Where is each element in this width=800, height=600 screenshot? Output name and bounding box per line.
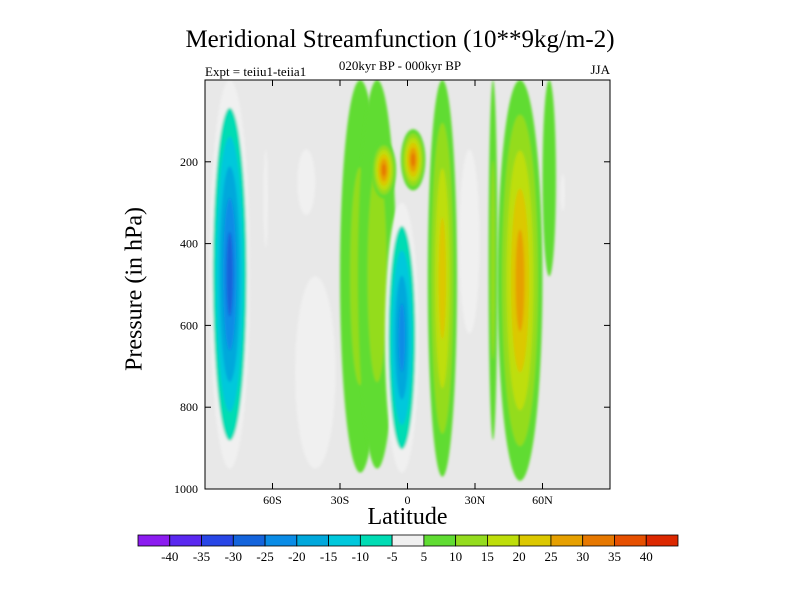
- colorbar-label: -25: [256, 549, 273, 564]
- contour-feature: [371, 141, 397, 199]
- contour-level: [411, 153, 416, 167]
- x-tick-label: 0: [405, 493, 411, 507]
- colorbar-label: 35: [608, 549, 621, 564]
- season-label: JJA: [590, 62, 610, 77]
- colorbar-label: 40: [640, 549, 653, 564]
- colorbar-label: -35: [193, 549, 210, 564]
- colorbar-box: [359, 534, 393, 547]
- colorbar-box: [614, 534, 647, 547]
- colorbar-box: [391, 534, 425, 547]
- contour-feature: [488, 80, 498, 440]
- chart-title: Meridional Streamfunction (10**9kg/m-2): [185, 26, 615, 53]
- colorbar-box: [296, 534, 329, 547]
- contour-feature: [427, 80, 457, 477]
- contour-level: [542, 80, 556, 277]
- colorbar-box: [455, 534, 488, 547]
- colorbar-label: 20: [513, 549, 526, 564]
- colorbar-box: [487, 534, 520, 547]
- colorbar-label: -20: [288, 549, 305, 564]
- x-tick-label: 30N: [465, 493, 486, 507]
- colorbar-box: [518, 534, 552, 547]
- colorbar-label: 15: [481, 549, 494, 564]
- colorbar-box: [423, 534, 457, 547]
- colorbar: -40 -35 -30 -25 -20 -15 -10 -5 5 10 15 20 25 30 35 40: [137, 534, 679, 564]
- contour-level: [515, 229, 525, 332]
- colorbar-label: -30: [225, 549, 242, 564]
- contour-feature: [497, 80, 543, 481]
- contour-feature: [209, 80, 250, 469]
- colorbar-label: -15: [320, 549, 337, 564]
- chart-subtitle: 020kyr BP - 000kyr BP: [338, 58, 462, 73]
- x-axis-label: Latitude: [367, 504, 448, 530]
- colorbar-box: [582, 534, 615, 547]
- y-tick-label: 1000: [174, 482, 198, 496]
- colorbar-box: [264, 534, 298, 547]
- contour-level: [295, 276, 336, 469]
- colorbar-label: 30: [576, 549, 589, 564]
- colorbar-label: -40: [161, 549, 178, 564]
- y-tick-label: 800: [180, 400, 198, 414]
- contour-level: [226, 231, 234, 317]
- colorbar-box: [550, 534, 584, 547]
- y-tick-label: 200: [180, 155, 198, 169]
- colorbar-box: [645, 534, 679, 547]
- contour-level: [367, 166, 387, 383]
- colorbar-label: 10: [449, 549, 462, 564]
- colorbar-box: [328, 534, 361, 547]
- x-tick-label: 60N: [532, 493, 553, 507]
- contour-level: [560, 174, 565, 211]
- colorbar-label: -10: [352, 549, 369, 564]
- contour-feature: [385, 202, 419, 473]
- colorbar-label: 25: [544, 549, 557, 564]
- y-tick-label: 600: [180, 318, 198, 332]
- experiment-label: Expt = teiiu1-teiia1: [205, 64, 307, 79]
- contour-feature: [459, 149, 480, 334]
- y-axis-label: Pressure (in hPa): [121, 207, 148, 371]
- contour-feature: [560, 174, 565, 211]
- x-tick-label: 30S: [331, 493, 350, 507]
- contour-feature: [400, 129, 426, 191]
- contour-feature: [297, 149, 316, 215]
- contour-level: [263, 149, 268, 248]
- colorbar-box: [201, 534, 234, 547]
- colorbar-label: 5: [421, 549, 428, 564]
- contour-feature: [295, 276, 336, 469]
- contour-level: [398, 303, 406, 373]
- contour-feature: [542, 80, 556, 277]
- contour-level: [297, 149, 316, 215]
- contour-level: [459, 149, 480, 334]
- colorbar-label: -5: [387, 549, 398, 564]
- y-tick-label: 400: [180, 237, 198, 251]
- x-tick-label: 60S: [263, 493, 282, 507]
- contour-level: [438, 217, 447, 340]
- contour-level: [490, 160, 496, 360]
- contour-fills: [209, 80, 565, 481]
- colorbar-box: [137, 534, 171, 547]
- y-ticks: 200 400 600 800 1000: [174, 155, 610, 496]
- x-ticks: 60S 30S 0 30N 60N: [263, 80, 553, 507]
- contour-level: [381, 163, 386, 177]
- colorbar-box: [169, 534, 202, 547]
- contour-feature: [263, 149, 268, 248]
- colorbar-box: [232, 534, 266, 547]
